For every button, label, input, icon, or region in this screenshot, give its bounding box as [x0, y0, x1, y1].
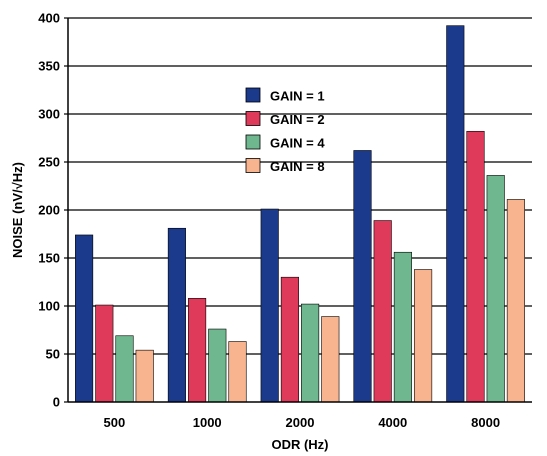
bar-500-gain-1: [75, 234, 94, 403]
x-tick-label: 8000: [471, 415, 500, 430]
bar-1000-gain-2: [188, 298, 207, 403]
x-tick-label: 2000: [286, 415, 315, 430]
bar-4000-gain-1: [353, 150, 372, 403]
bar-1000-gain-4: [208, 328, 227, 403]
bar-2000-gain-8: [321, 316, 340, 403]
legend-label: GAIN = 4: [270, 136, 325, 151]
legend-swatch: [245, 111, 261, 126]
bar-4000-gain-2: [373, 220, 392, 403]
legend-label: GAIN = 8: [270, 159, 325, 174]
y-tick-label: 200: [38, 203, 60, 218]
bar-2000-gain-2: [280, 276, 299, 403]
y-tick-label: 400: [38, 11, 60, 26]
bar-4000-gain-8: [414, 269, 433, 403]
y-tick-label: 150: [38, 251, 60, 266]
bar-8000-gain-8: [506, 199, 525, 403]
bar-500-gain-2: [95, 304, 114, 403]
bar-500-gain-8: [135, 349, 154, 403]
bar-8000-gain-2: [466, 130, 485, 403]
legend-swatch: [245, 134, 261, 150]
bar-1000-gain-8: [228, 341, 247, 403]
bar-500-gain-4: [115, 335, 134, 403]
y-tick-label: 300: [38, 107, 60, 122]
bar-2000-gain-1: [260, 208, 279, 403]
y-tick-label: 50: [46, 347, 60, 362]
bar-4000-gain-4: [393, 251, 412, 403]
y-axis-title: NOISE (nV/√Hz): [10, 162, 25, 258]
bars: [75, 25, 525, 403]
gridlines: [68, 17, 532, 355]
bar-2000-gain-4: [301, 303, 320, 403]
y-tick-label: 100: [38, 299, 60, 314]
bar-1000-gain-1: [167, 227, 186, 403]
y-tick-label: 0: [53, 395, 60, 410]
x-tick-label: 4000: [378, 415, 407, 430]
legend: GAIN = 1 GAIN = 2 GAIN = 4 GAIN = 8: [245, 87, 325, 174]
bar-8000-gain-4: [486, 175, 505, 403]
legend-swatch: [245, 87, 261, 103]
x-tick-labels: 500 1000 2000 4000 8000: [104, 415, 501, 430]
y-tick-label: 250: [38, 155, 60, 170]
legend-swatch: [245, 158, 261, 173]
bar-8000-gain-1: [446, 25, 465, 403]
legend-label: GAIN = 2: [270, 112, 325, 127]
legend-label: GAIN = 1: [270, 89, 325, 104]
y-tick-label: 350: [38, 59, 60, 74]
x-tick-label: 1000: [193, 415, 222, 430]
y-tick-labels: 0 50 100 150 200 250 300 350 400: [38, 11, 68, 410]
x-axis-title: ODR (Hz): [271, 437, 328, 452]
x-tick-label: 500: [104, 415, 126, 430]
